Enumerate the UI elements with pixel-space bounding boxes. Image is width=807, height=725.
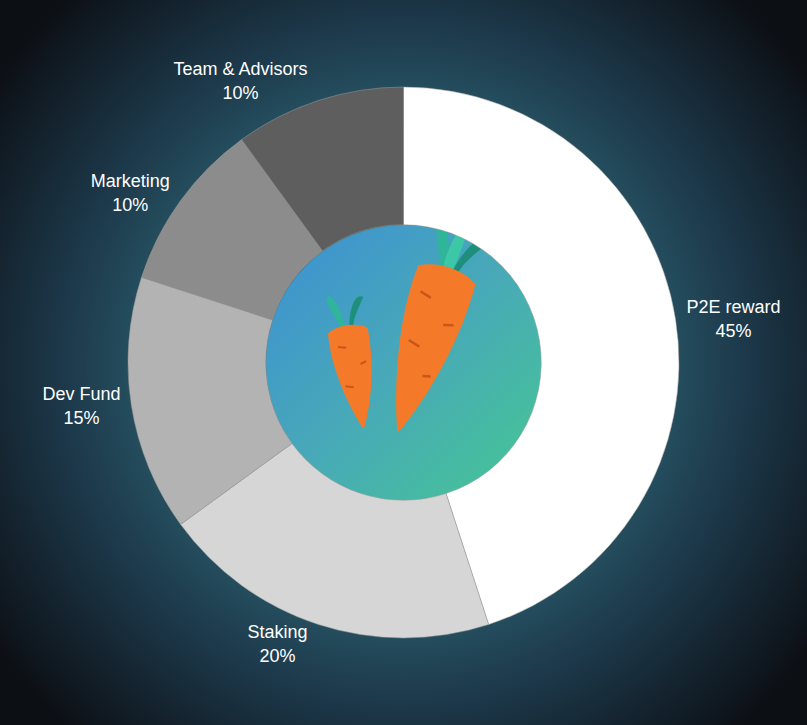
svg-text:P2E reward45%: P2E reward45% [686, 297, 780, 340]
svg-text:Team & Advisors10%: Team & Advisors10% [173, 59, 307, 102]
svg-text:Staking20%: Staking20% [247, 622, 307, 665]
svg-text:Dev Fund15%: Dev Fund15% [42, 384, 120, 427]
svg-text:Marketing10%: Marketing10% [91, 171, 170, 214]
